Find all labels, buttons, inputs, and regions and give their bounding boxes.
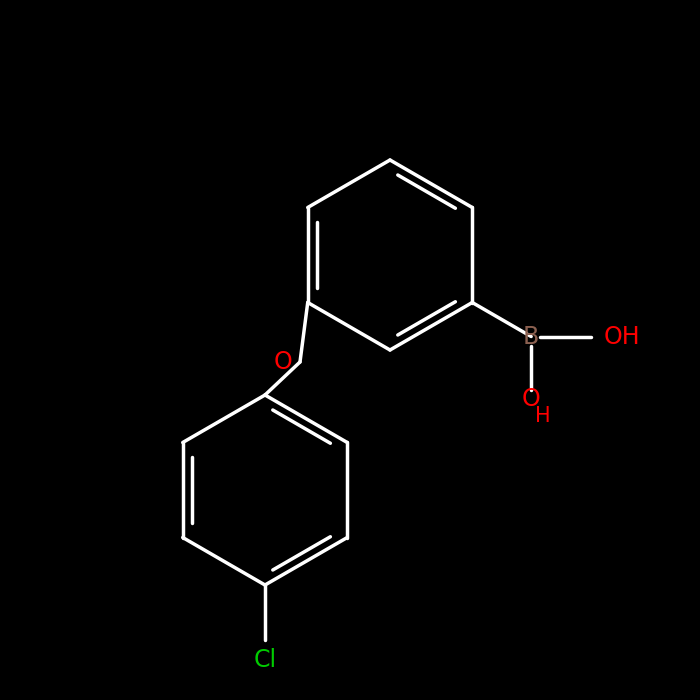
- Text: H: H: [536, 407, 551, 426]
- Text: O: O: [522, 386, 540, 410]
- Text: O: O: [273, 350, 292, 374]
- Text: OH: OH: [603, 325, 640, 349]
- Text: B: B: [523, 325, 539, 349]
- Text: Cl: Cl: [253, 648, 276, 672]
